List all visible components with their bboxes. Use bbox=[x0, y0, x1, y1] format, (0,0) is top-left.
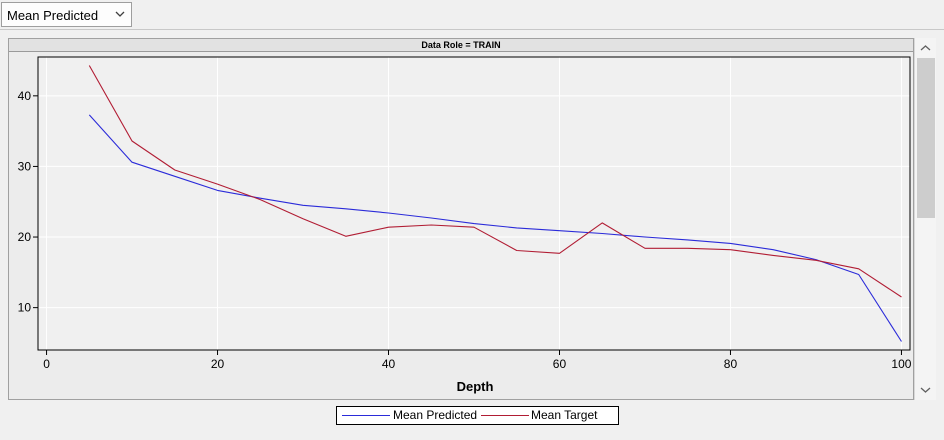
chart-panel: Data Role = TRAIN 0 20 40 60 80 100 10 20 30 40 De… bbox=[8, 38, 914, 400]
toolbar-divider bbox=[0, 29, 944, 30]
x-tick-label-0: 0 bbox=[43, 357, 50, 371]
scrollbar-thumb[interactable] bbox=[917, 58, 935, 218]
legend-swatch-mean-target bbox=[481, 415, 529, 416]
scroll-down-arrow-icon[interactable] bbox=[919, 385, 932, 395]
toolbar: Mean Predicted bbox=[0, 0, 944, 30]
series-line-mean-predicted bbox=[88, 114, 902, 342]
lift-chart: 0 20 40 60 80 100 10 20 30 40 Depth bbox=[18, 56, 912, 394]
series-line-mean-target bbox=[88, 65, 902, 298]
y-tick-label-10: 10 bbox=[18, 301, 32, 315]
x-tick-label-60: 60 bbox=[553, 357, 567, 371]
y-tick-label-40: 40 bbox=[18, 89, 32, 103]
y-tick-label-30: 30 bbox=[18, 159, 32, 173]
legend-swatch-mean-predicted bbox=[342, 415, 390, 416]
x-axis-title: Depth bbox=[457, 379, 494, 394]
x-tick-label-80: 80 bbox=[724, 357, 738, 371]
scroll-up-arrow-icon[interactable] bbox=[919, 43, 932, 53]
chart-legend: Mean Predicted Mean Target bbox=[336, 406, 619, 425]
x-tick-label-100: 100 bbox=[891, 357, 911, 371]
x-tick-label-20: 20 bbox=[211, 357, 225, 371]
x-tick-label-40: 40 bbox=[382, 357, 396, 371]
y-tick-label-20: 20 bbox=[18, 230, 32, 244]
vertical-scrollbar[interactable] bbox=[914, 38, 936, 400]
chart-panel-header: Data Role = TRAIN bbox=[9, 39, 913, 52]
plot-area-border bbox=[37, 56, 911, 351]
chevron-down-icon[interactable] bbox=[113, 6, 127, 22]
legend-label-mean-predicted: Mean Predicted bbox=[393, 408, 478, 422]
view-select-dropdown[interactable]: Mean Predicted bbox=[1, 2, 132, 27]
plot-area-background bbox=[38, 57, 910, 350]
legend-label-mean-target: Mean Target bbox=[531, 408, 598, 422]
view-select-value: Mean Predicted bbox=[7, 8, 99, 23]
